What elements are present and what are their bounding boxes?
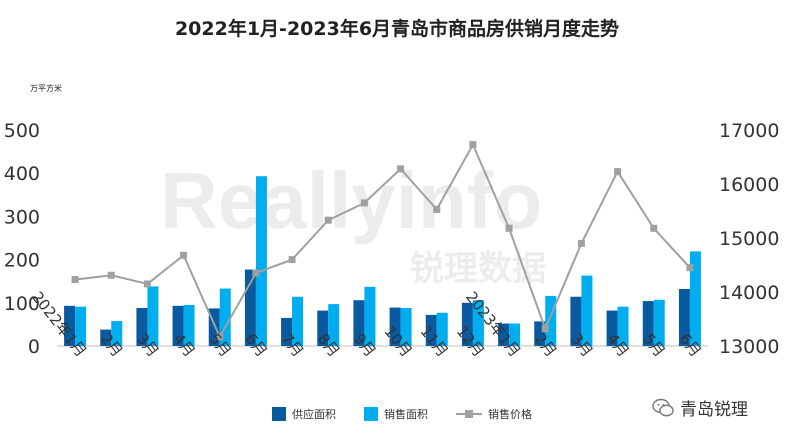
bar-sales xyxy=(653,299,665,346)
bar-sales xyxy=(509,323,521,346)
price-point xyxy=(577,239,585,247)
bar-supply xyxy=(64,305,76,346)
legend-item-price: 销售价格 xyxy=(456,406,532,422)
bar-supply xyxy=(244,269,256,346)
bar-sales xyxy=(617,306,629,346)
bar-sales xyxy=(689,251,701,346)
price-point xyxy=(541,325,549,333)
watermark-text-en: Reallyinfo xyxy=(160,156,542,245)
bar-supply xyxy=(606,310,618,346)
bar-supply xyxy=(353,300,365,346)
legend-label-supply: 供应面积 xyxy=(292,408,336,421)
y-left-tick-label: 500 xyxy=(4,120,40,142)
bar-supply xyxy=(461,302,473,346)
price-point xyxy=(107,271,115,279)
bar-supply xyxy=(570,296,582,346)
price-point xyxy=(686,264,694,272)
price-point xyxy=(650,224,658,232)
y-left-tick-label: 300 xyxy=(4,206,40,228)
bar-supply xyxy=(172,305,184,346)
bar-sales xyxy=(183,304,195,346)
axes: 0 100 200 300 400 500 13000 14000 15000 16000 1700… xyxy=(4,120,780,358)
price-point xyxy=(180,251,188,259)
bar-sales xyxy=(400,307,412,346)
bar-sales xyxy=(147,286,159,346)
y-right-tick-label: 14000 xyxy=(719,282,779,304)
bar-supply xyxy=(642,301,654,346)
price-point xyxy=(469,141,477,149)
y-left-tick-label: 100 xyxy=(4,293,40,315)
legend-swatch-price xyxy=(456,410,482,418)
price-point xyxy=(505,224,513,232)
y-left-tick-label: 200 xyxy=(4,250,40,272)
price-point xyxy=(397,165,405,173)
y-left-tick-label: 0 xyxy=(28,336,40,358)
price-point xyxy=(216,333,224,341)
legend: 供应面积 销售面积 销售价格 xyxy=(272,406,532,422)
legend-item-sales: 销售面积 xyxy=(364,406,428,422)
price-line xyxy=(71,141,694,341)
bar-supply xyxy=(425,314,437,346)
y-right-tick-label: 17000 xyxy=(719,120,779,142)
bar-sales xyxy=(436,312,448,346)
price-point xyxy=(360,199,368,207)
price-point xyxy=(614,168,622,176)
bar-supply xyxy=(100,329,112,346)
legend-item-supply: 供应面积 xyxy=(272,406,336,422)
price-point xyxy=(288,256,296,264)
watermark: Reallyinfo 锐理数据 xyxy=(160,156,546,289)
price-point xyxy=(433,205,441,213)
price-point xyxy=(252,269,260,277)
price-point xyxy=(71,276,79,284)
bar-supply xyxy=(317,310,329,346)
brand-name: 青岛锐理 xyxy=(680,400,748,420)
legend-label-price: 销售价格 xyxy=(488,408,532,421)
legend-swatch-supply xyxy=(272,407,286,421)
bar-sales xyxy=(364,286,376,346)
bar-sales xyxy=(111,320,123,346)
bar-sales xyxy=(328,304,340,346)
bar-supply xyxy=(281,317,293,346)
bar-sales xyxy=(75,306,87,346)
bar-supply xyxy=(389,307,401,346)
bar-supply xyxy=(678,288,690,346)
bar-supply xyxy=(208,308,220,346)
y-left-tick-label: 400 xyxy=(4,163,40,185)
wechat-icon xyxy=(652,398,674,416)
bar-sales xyxy=(219,288,231,346)
price-line-path xyxy=(74,142,691,340)
bar-sales xyxy=(472,300,484,346)
bar-supply xyxy=(498,323,510,346)
chart-title: 2022年1月-2023年6月青岛市商品房供销月度走势 xyxy=(174,18,620,40)
bar-supply xyxy=(136,307,148,346)
y-right-tick-label: 15000 xyxy=(719,228,779,250)
bars xyxy=(64,176,701,346)
y-right-tick-label: 13000 xyxy=(719,336,779,358)
y-right-tick-label: 16000 xyxy=(719,174,779,196)
price-point xyxy=(324,216,332,224)
bar-sales xyxy=(292,296,304,346)
brand-mark: 青岛锐理 xyxy=(652,395,748,420)
price-point xyxy=(143,280,151,288)
bar-sales xyxy=(545,295,557,346)
legend-label-sales: 销售面积 xyxy=(384,408,428,421)
y-axis-unit-label: 万平方米 xyxy=(30,84,62,93)
legend-swatch-sales xyxy=(364,407,378,421)
bar-sales xyxy=(255,176,267,346)
bar-sales xyxy=(581,275,593,346)
bar-supply xyxy=(534,321,546,346)
